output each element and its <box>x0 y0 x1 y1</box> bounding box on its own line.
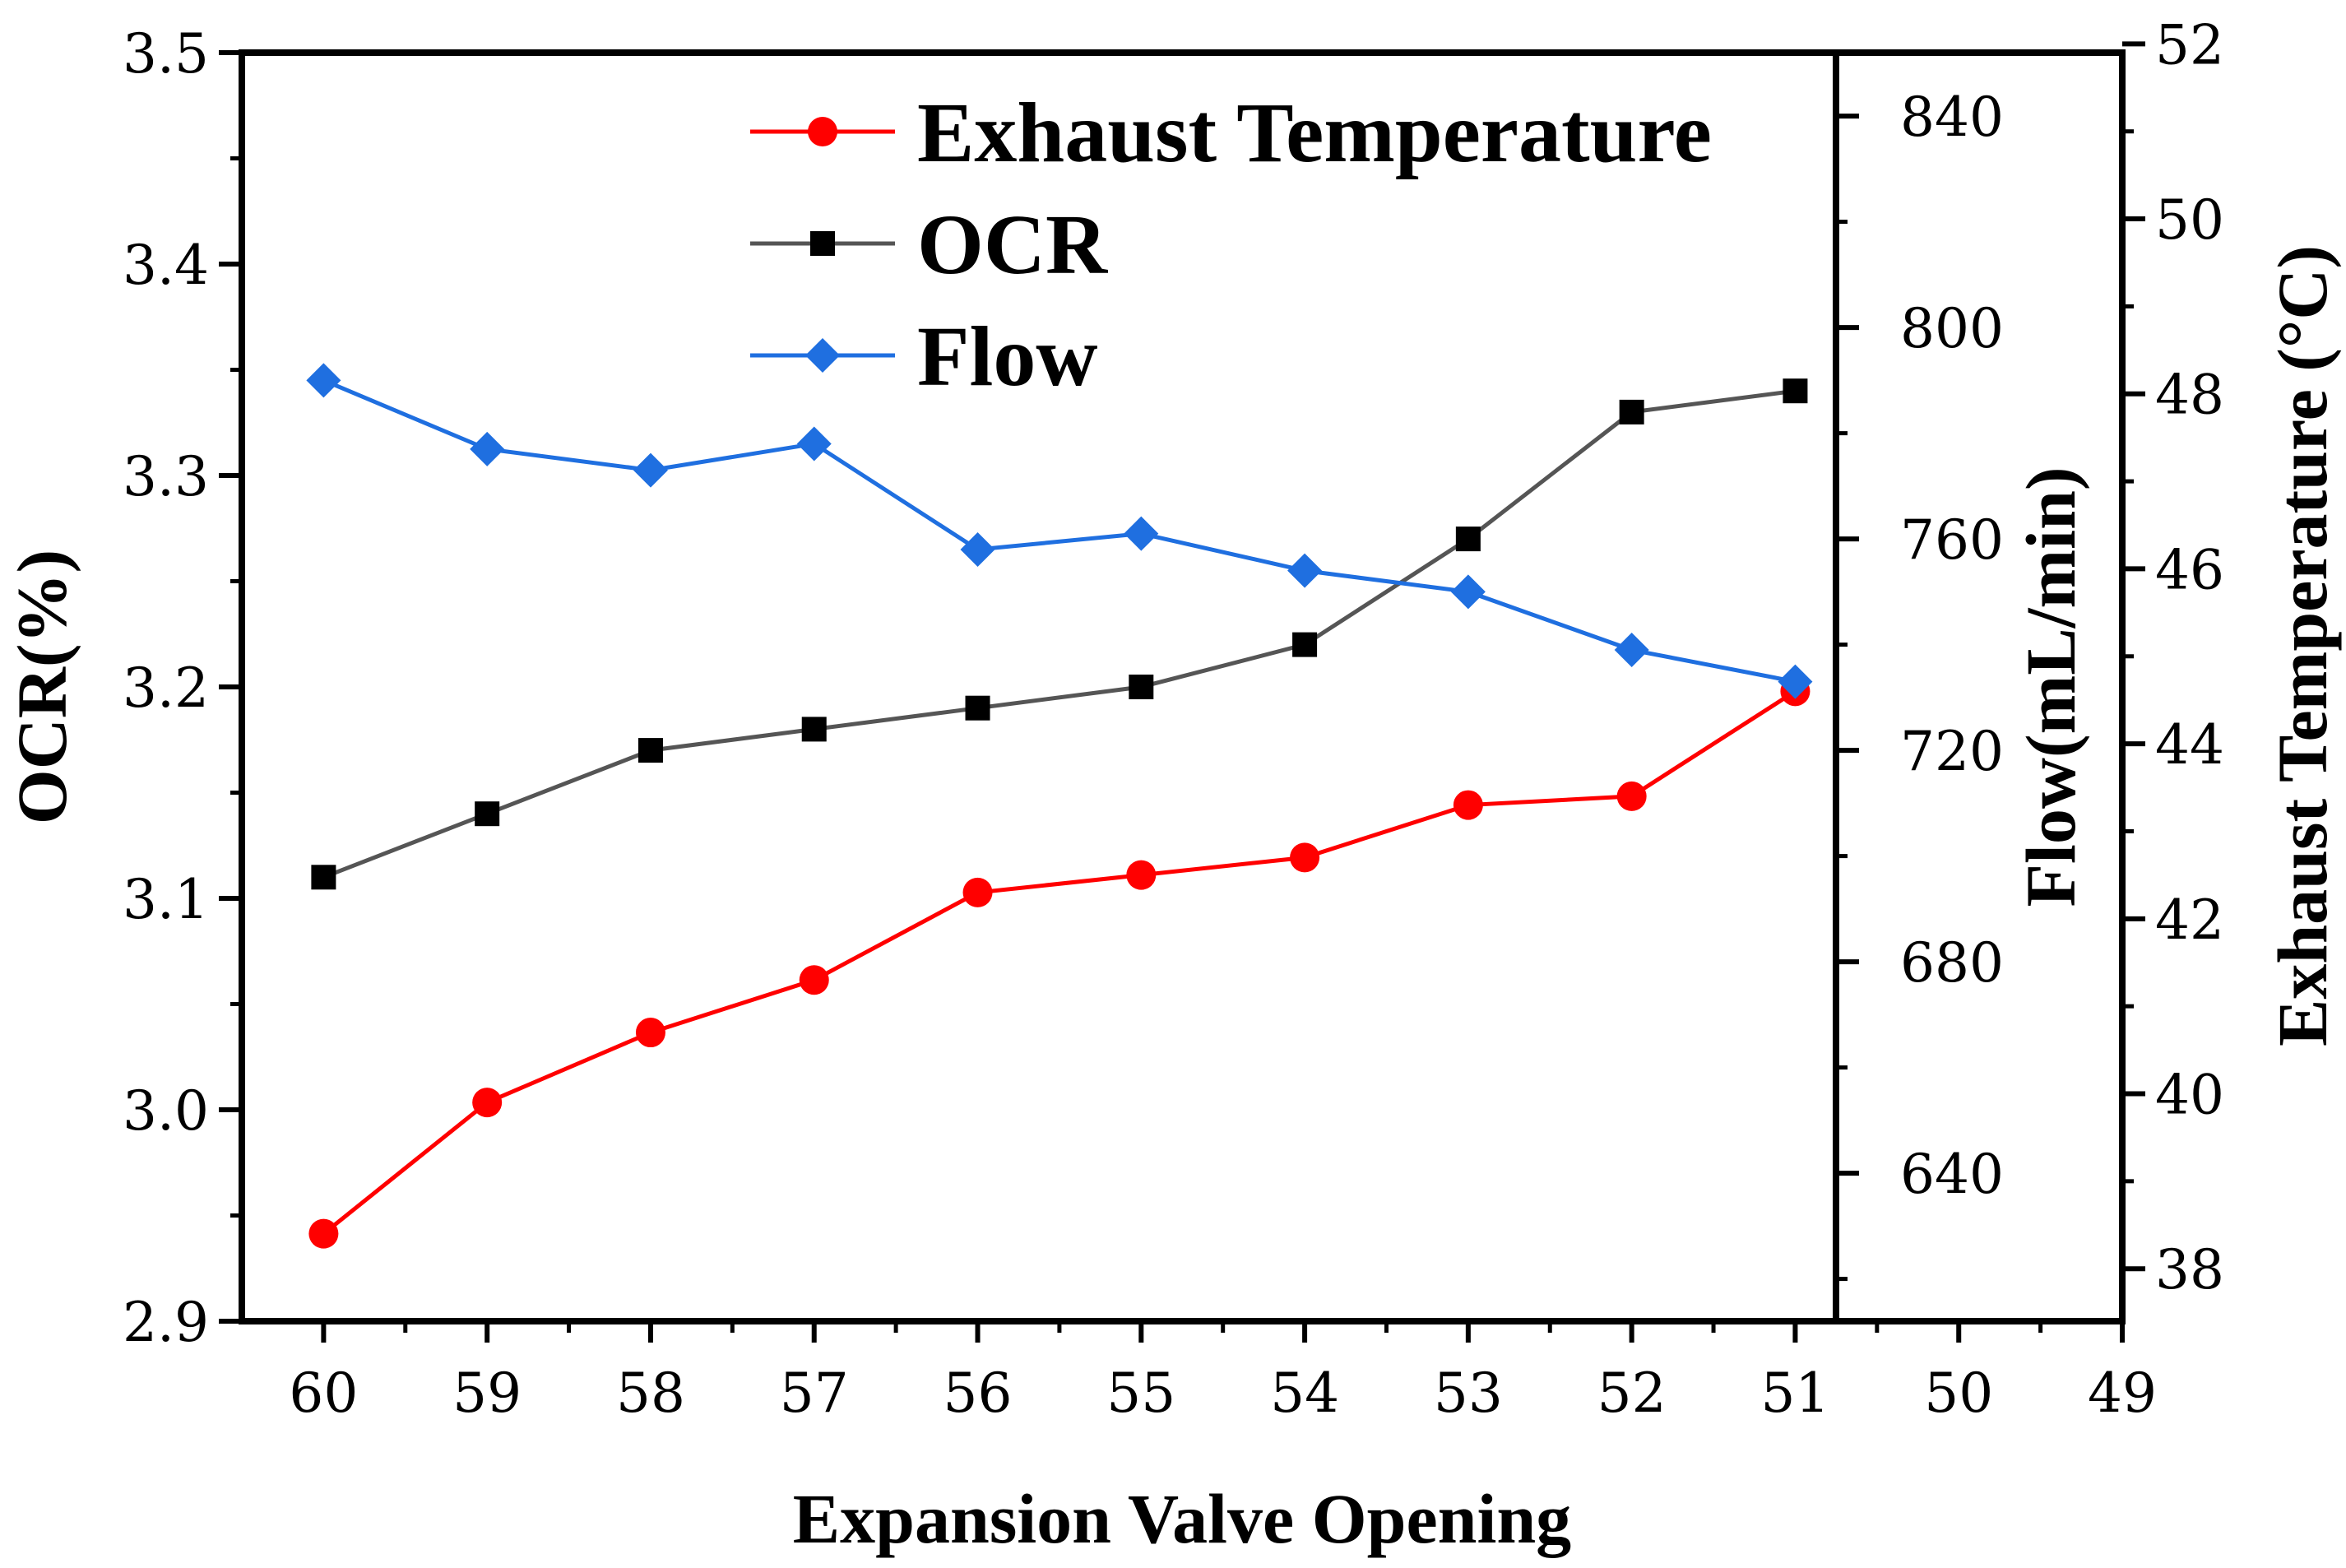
ocr-line <box>322 388 1796 879</box>
temperature-axis-title: Exhaust Temperature (°C) <box>2263 245 2342 1046</box>
legend: Exhaust Temperature OCR Flow <box>750 86 1712 404</box>
exhaust-temperature-point <box>799 965 829 995</box>
temperature-tick-label: 38 <box>2155 1238 2224 1301</box>
flow-point <box>1778 664 1813 699</box>
exhaust-temperature-line <box>322 689 1797 1236</box>
flow-point <box>1124 516 1159 551</box>
ocr-point <box>1455 527 1481 552</box>
flow-point <box>960 531 995 567</box>
x-tick-label: 57 <box>780 1362 849 1425</box>
tick-marks <box>219 41 2145 1343</box>
flow-point <box>796 426 832 462</box>
left-tick-label: 3.1 <box>123 868 209 931</box>
temperature-tick-label: 44 <box>2155 713 2224 777</box>
legend-flow-marker <box>805 338 840 373</box>
left-tick-label: 3.3 <box>123 445 209 508</box>
flow-point <box>1450 574 1486 610</box>
ocr-point <box>1292 632 1318 657</box>
ocr-point <box>475 801 500 827</box>
x-tick-label: 59 <box>452 1362 522 1425</box>
left-tick-label: 2.9 <box>123 1291 209 1354</box>
flow-tick-label: 720 <box>1900 720 2004 783</box>
legend-exhaust-temperature-label: Exhaust Temperature <box>917 86 1712 180</box>
left-tick-label: 3.5 <box>123 22 209 86</box>
series-markers <box>306 363 1813 1249</box>
exhaust-temperature-point <box>1616 781 1647 811</box>
left-tick-label: 3.4 <box>123 234 209 297</box>
flow-line <box>322 378 1796 684</box>
left-tick-label: 3.2 <box>123 656 209 720</box>
flow-tick-label: 640 <box>1900 1143 2004 1206</box>
ocr-point <box>1619 399 1644 424</box>
legend-flow-label: Flow <box>917 309 1098 404</box>
flow-tick-label: 760 <box>1900 508 2004 572</box>
ocr-point <box>1129 675 1154 699</box>
x-tick-label: 55 <box>1106 1362 1175 1425</box>
flow-point <box>633 452 668 488</box>
flow-point <box>470 431 505 466</box>
ocr-point <box>638 738 663 763</box>
legend-ocr-label: OCR <box>917 197 1109 292</box>
temperature-tick-label: 42 <box>2155 888 2224 952</box>
x-tick-label: 58 <box>616 1362 685 1425</box>
legend-ocr-marker <box>810 231 835 256</box>
ocr-point <box>965 695 990 721</box>
plot-frame <box>239 49 2126 1324</box>
flow-axis-title: Flow(mL/min) <box>2011 466 2090 907</box>
temperature-tick-label: 50 <box>2155 188 2224 252</box>
ocr-point <box>801 717 827 742</box>
exhaust-temperature-point <box>1453 790 1483 820</box>
temperature-tick-label: 46 <box>2155 538 2224 601</box>
ocr-point <box>311 865 336 890</box>
exhaust-temperature-point <box>1126 860 1157 890</box>
exhaust-temperature-point <box>1290 842 1320 873</box>
series-lines <box>322 378 1797 1236</box>
x-axis-title: Expansion Valve Opening <box>793 1479 1571 1558</box>
x-tick-label: 51 <box>1760 1362 1829 1425</box>
exhaust-temperature-point <box>472 1088 503 1118</box>
flow-point <box>1287 553 1323 588</box>
exhaust-temperature-point <box>308 1218 339 1249</box>
x-tick-label: 52 <box>1597 1362 1667 1425</box>
temperature-tick-label: 40 <box>2155 1064 2224 1127</box>
flow-tick-label: 800 <box>1900 297 2004 360</box>
x-tick-label: 54 <box>1270 1362 1339 1425</box>
ocr-point <box>1783 378 1808 404</box>
temperature-tick-label: 52 <box>2155 13 2224 77</box>
flow-tick-label: 840 <box>1900 86 2004 149</box>
flow-tick-label: 680 <box>1900 931 2004 995</box>
flow-point <box>306 363 341 398</box>
left-tick-label: 3.0 <box>123 1079 209 1143</box>
x-tick-label: 53 <box>1434 1362 1503 1425</box>
temperature-tick-label: 48 <box>2155 364 2224 427</box>
exhaust-temperature-point <box>635 1018 665 1048</box>
tick-labels: 60 59 58 57 56 55 54 53 52 51 50 49 2.9 3.0 3.1 3.2 3.3 3… <box>123 13 2224 1425</box>
x-tick-label: 49 <box>2088 1362 2157 1425</box>
exhaust-temperature-point <box>962 877 993 907</box>
x-tick-label: 50 <box>1924 1362 1993 1425</box>
legend-exhaust-temperature-marker <box>808 117 837 146</box>
flow-point <box>1614 633 1649 668</box>
x-tick-label: 56 <box>944 1362 1013 1425</box>
left-axis-title: OCR(%) <box>2 550 81 824</box>
x-tick-label: 60 <box>289 1362 358 1425</box>
